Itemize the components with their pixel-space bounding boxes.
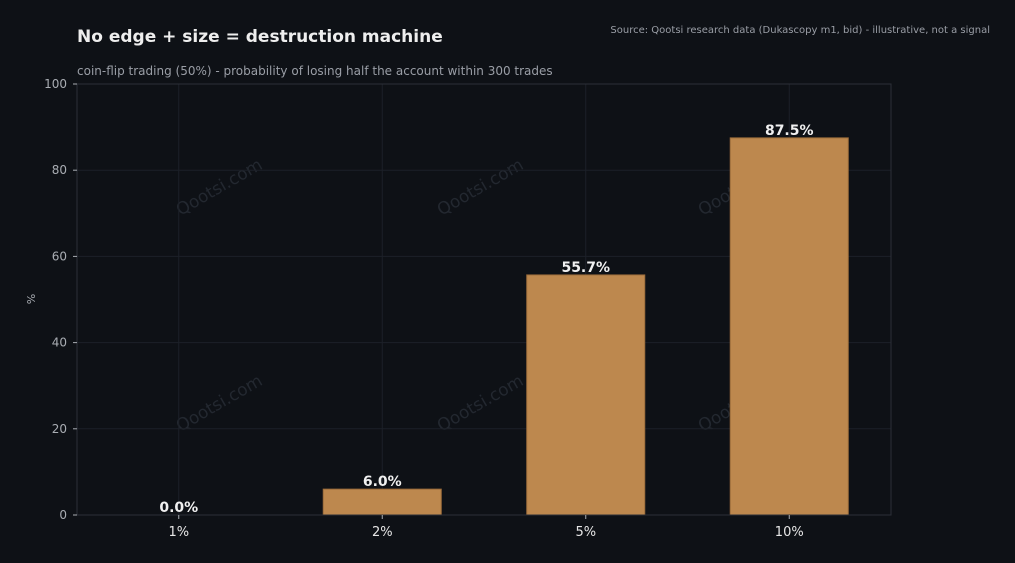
chart-title: No edge + size = destruction machine — [77, 27, 443, 47]
axis-layer: 0 20 40 60 80 100 1% 2% 5% 10% — [44, 77, 892, 540]
data-label: 6.0% — [363, 474, 402, 490]
y-tick-label: 80 — [52, 163, 67, 177]
x-tick-label: 10% — [775, 525, 804, 540]
y-tick-label: 20 — [52, 422, 67, 436]
x-tick-label: 1% — [168, 525, 189, 540]
chart-subtitle: coin-flip trading (50%) - probability of… — [77, 64, 553, 78]
x-tick-label: 5% — [575, 525, 596, 540]
y-tick-label: 0 — [59, 508, 67, 522]
data-label: 0.0% — [159, 500, 198, 516]
bar-5pct — [526, 274, 646, 516]
y-axis-label: % — [25, 294, 38, 304]
y-tick-label: 40 — [52, 336, 67, 350]
bar-2pct — [322, 488, 442, 516]
chart-source: Source: Qootsi research data (Dukascopy … — [610, 25, 990, 36]
plot-frame — [76, 83, 892, 516]
bar-10pct — [729, 137, 849, 516]
bar-layer — [322, 137, 849, 516]
data-label-layer: 0.0% 6.0% 55.7% 87.5% — [159, 123, 813, 516]
y-tick-label: 60 — [52, 249, 67, 263]
data-label: 87.5% — [765, 123, 814, 139]
x-tick-label: 2% — [372, 525, 393, 540]
data-label: 55.7% — [561, 260, 610, 276]
y-tick-label: 100 — [44, 77, 67, 91]
